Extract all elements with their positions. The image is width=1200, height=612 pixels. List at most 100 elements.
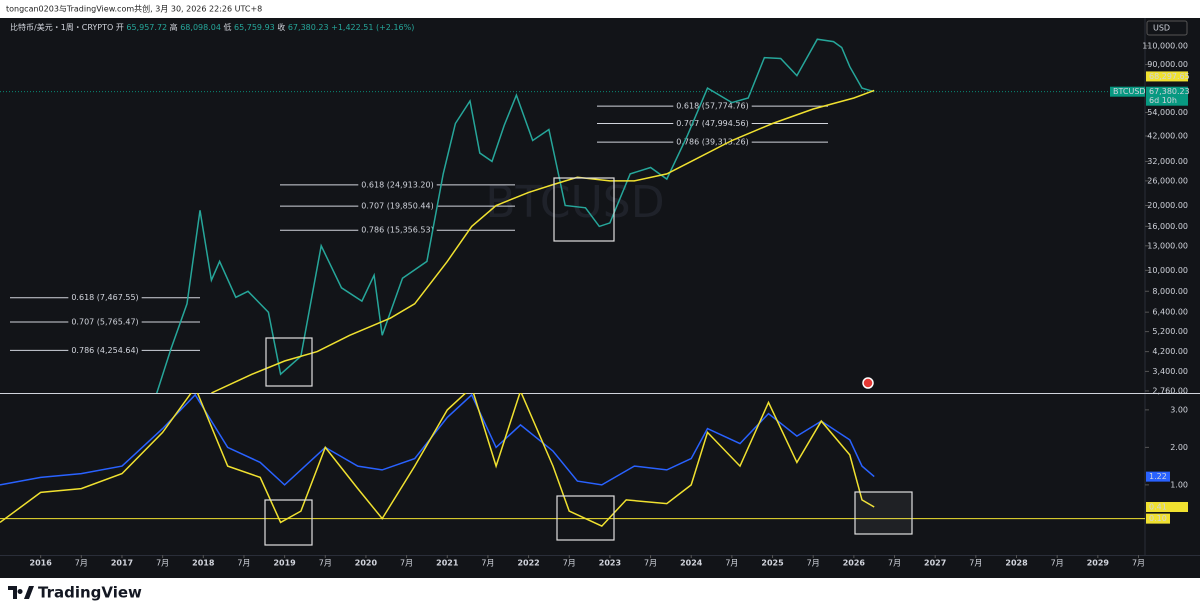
y-tick-label: 6,400.00 (1152, 308, 1188, 317)
fib-label-bg (673, 101, 752, 111)
pane (0, 393, 1145, 528)
series-line (211, 89, 875, 393)
symbol-name: 比特币/美元・1周・CRYPTO (10, 22, 113, 32)
price-label: 68,297.65 (1149, 72, 1190, 81)
series-line (0, 393, 875, 528)
price-label: 0.41 (1149, 503, 1167, 512)
ohlc-label: 收 (277, 22, 285, 32)
x-tick-label: 2021 (436, 559, 459, 568)
highlight-box (265, 337, 313, 387)
symbol-tag-bg (1110, 86, 1145, 97)
brand-name[interactable]: TradingView (38, 584, 142, 602)
x-tick-label: 2019 (273, 559, 296, 568)
y-tick-label: 110,000.00 (1142, 41, 1188, 50)
ohlc-label: 高 (170, 22, 178, 32)
x-tick-label: 7月 (481, 559, 494, 568)
fib-label-bg (358, 180, 437, 190)
y-tick-label: 10,000.00 (1147, 266, 1188, 275)
ohlc-label: 低 (223, 22, 231, 32)
footer: TradingView (8, 584, 142, 602)
y-tick-label: 13,000.00 (1147, 241, 1188, 250)
fib-label: 0.707 (47,994.56) (676, 119, 748, 128)
y-tick-label: 54,000.00 (1147, 108, 1188, 117)
price-change: +1,422.51 (+2.16%) (331, 23, 414, 32)
x-tick-label: 2028 (1005, 559, 1028, 568)
x-tick-label: 7月 (156, 559, 169, 568)
x-tick-label: 7月 (807, 559, 820, 568)
y-tick-label: 16,000.00 (1147, 222, 1188, 231)
plot-layer: 0.618 (7,467.55) 0.707 (5,765.47) 0.786 (4… (0, 22, 1190, 568)
x-tick-label: 7月 (319, 559, 332, 568)
x-tick-label: 7月 (400, 559, 413, 568)
y-tick-label: 2.00 (1170, 443, 1188, 452)
ohlc-value: 67,380.23 (288, 23, 329, 32)
price-label-bg (1146, 502, 1188, 512)
x-tick-label: 2017 (111, 559, 133, 568)
y-tick-label: 32,000.00 (1147, 157, 1188, 166)
fib-label: 0.786 (15,356.53) (361, 226, 433, 235)
x-tick-label: 2020 (355, 559, 378, 568)
x-tick-label: 2025 (761, 559, 784, 568)
x-tick-label: 7月 (725, 559, 738, 568)
y-tick-label: 26,000.00 (1147, 176, 1188, 185)
y-tick-label: 20,000.00 (1147, 201, 1188, 210)
x-tick-label: 2016 (30, 559, 53, 568)
fib-label: 0.618 (7,467.55) (71, 293, 138, 302)
y-tick-label: 8,000.00 (1152, 287, 1188, 296)
fib-label-bg (673, 137, 752, 147)
y-tick-label: 1.00 (1170, 480, 1188, 489)
countdown: 6d 10h (1149, 96, 1177, 105)
x-tick-label: 2022 (517, 559, 539, 568)
currency: USD (1153, 24, 1170, 33)
brand-logo (8, 586, 34, 599)
x-tick-label: 7月 (644, 559, 657, 568)
y-tick-label: 4,200.00 (1152, 347, 1188, 356)
symbol-info: 比特币/美元・1周・CRYPTO 开 65,957.72 高 68,098.04… (10, 22, 414, 32)
x-tick-label: 2023 (599, 559, 621, 568)
x-tick-label: 2029 (1087, 559, 1110, 568)
x-tick-label: 2026 (843, 559, 866, 568)
fib-label: 0.618 (57,774.76) (676, 102, 748, 111)
fib-label: 0.707 (5,765.47) (71, 317, 138, 326)
y-tick-label: 90,000.00 (1147, 60, 1188, 69)
fib-label: 0.707 (19,850.44) (361, 202, 433, 211)
ohlc-value: 65,957.72 (126, 23, 167, 32)
x-tick-label: 7月 (1051, 559, 1064, 568)
x-tick-label: 7月 (888, 559, 901, 568)
currency-box[interactable] (1146, 20, 1188, 36)
highlight-box (553, 177, 615, 242)
baseline-label: 0.10 (1149, 514, 1167, 523)
price-label: 1.22 (1149, 472, 1167, 481)
x-tick-label: 7月 (1132, 559, 1145, 568)
y-tick-label: 3,400.00 (1152, 367, 1188, 376)
price-label-bg (1146, 86, 1188, 106)
series-line (156, 38, 875, 393)
fib-label-bg (358, 201, 437, 211)
fib-label-bg (358, 225, 437, 235)
x-tick-label: 7月 (237, 559, 250, 568)
pane: 0.618 (7,467.55) 0.707 (5,765.47) 0.786 (4… (0, 38, 1110, 393)
y-tick-label: 2,760.00 (1152, 386, 1188, 395)
x-tick-label: 2027 (924, 559, 946, 568)
ohlc-value: 65,759.93 (234, 23, 275, 32)
fib-label-bg (68, 293, 142, 303)
share-header: tongcan0203与TradingView.com共创, 3月 30, 20… (6, 4, 262, 14)
highlight-box (854, 491, 913, 535)
fib-label-bg (673, 118, 752, 128)
symbol-tag: BTCUSD (1113, 87, 1146, 96)
y-tick-label: 5,200.00 (1152, 327, 1188, 336)
series-line (0, 393, 875, 486)
y-tick-label: 3.00 (1170, 405, 1188, 414)
price-label: 67,380.23 (1149, 87, 1190, 96)
price-label-bg (1146, 471, 1170, 482)
fib-label: 0.618 (24,913.20) (361, 180, 433, 189)
watermark: BTCUSD (485, 177, 664, 228)
fib-label-bg (68, 345, 142, 355)
highlight-boxes (264, 177, 913, 546)
highlight-box (264, 499, 313, 546)
x-tick-label: 7月 (563, 559, 576, 568)
x-tick-label: 7月 (75, 559, 88, 568)
event-flag[interactable] (862, 377, 874, 389)
ohlc-label: 开 (116, 23, 124, 32)
